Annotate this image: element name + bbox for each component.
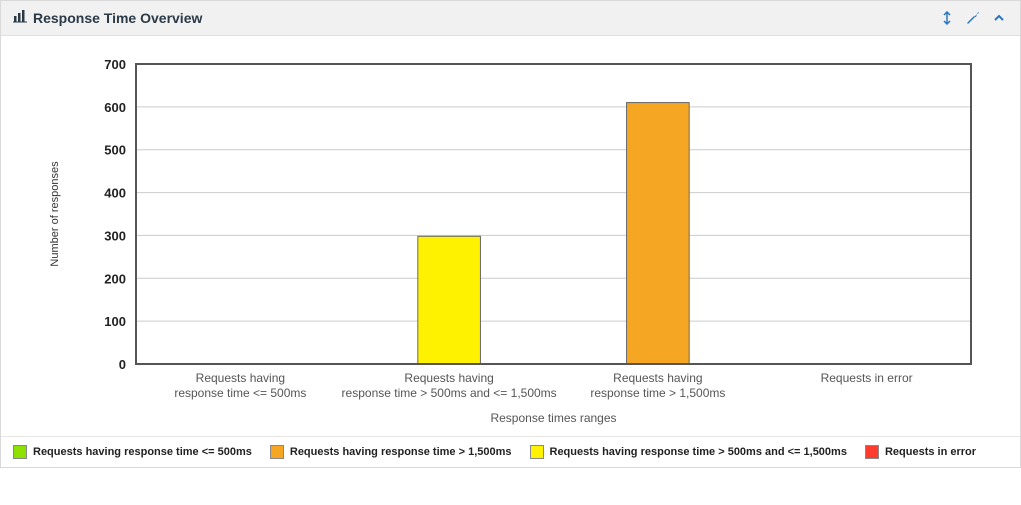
x-category-label: Requests in error (821, 371, 913, 385)
legend-swatch (865, 445, 879, 459)
y-tick-label: 300 (104, 228, 126, 243)
y-tick-label: 700 (104, 57, 126, 72)
chart-area: 0100200300400500600700Requests havingres… (1, 36, 1020, 436)
panel-title-wrap: Response Time Overview (13, 9, 202, 28)
y-tick-label: 600 (104, 100, 126, 115)
x-category-label: Requests having (196, 371, 285, 385)
move-icon[interactable] (938, 9, 956, 27)
bar-chart: 0100200300400500600700Requests havingres… (1, 36, 1020, 436)
panel-header: Response Time Overview (1, 1, 1020, 36)
legend: Requests having response time <= 500ms Re… (1, 436, 1020, 467)
x-category-label: Requests having (613, 371, 702, 385)
y-tick-label: 200 (104, 271, 126, 286)
legend-item[interactable]: Requests in error (865, 445, 976, 459)
legend-swatch (13, 445, 27, 459)
settings-icon[interactable] (964, 9, 982, 27)
legend-item[interactable]: Requests having response time <= 500ms (13, 445, 252, 459)
legend-label: Requests having response time > 500ms an… (550, 446, 847, 458)
legend-label: Requests in error (885, 446, 976, 458)
x-axis-label: Response times ranges (490, 411, 616, 425)
legend-label: Requests having response time <= 500ms (33, 446, 252, 458)
bar-chart-icon (13, 9, 27, 28)
collapse-icon[interactable] (990, 9, 1008, 27)
panel-title: Response Time Overview (33, 10, 202, 26)
y-tick-label: 0 (119, 357, 126, 372)
legend-swatch (530, 445, 544, 459)
y-tick-label: 400 (104, 186, 126, 201)
x-category-label: response time <= 500ms (174, 386, 306, 400)
x-category-label: response time > 1,500ms (590, 386, 725, 400)
y-tick-label: 100 (104, 314, 126, 329)
response-time-panel: Response Time Overview 0 100 200 300 400 500 6… (0, 0, 1021, 468)
legend-item[interactable]: Requests having response time > 500ms an… (530, 445, 847, 459)
bar (418, 236, 481, 364)
y-tick-label: 500 (104, 143, 126, 158)
legend-label: Requests having response time > 1,500ms (290, 446, 512, 458)
y-axis-label: Number of responses (49, 161, 61, 267)
legend-swatch (270, 445, 284, 459)
x-category-label: Requests having (404, 371, 493, 385)
x-category-label: response time > 500ms and <= 1,500ms (342, 386, 557, 400)
bar (627, 103, 690, 364)
legend-item[interactable]: Requests having response time > 1,500ms (270, 445, 512, 459)
